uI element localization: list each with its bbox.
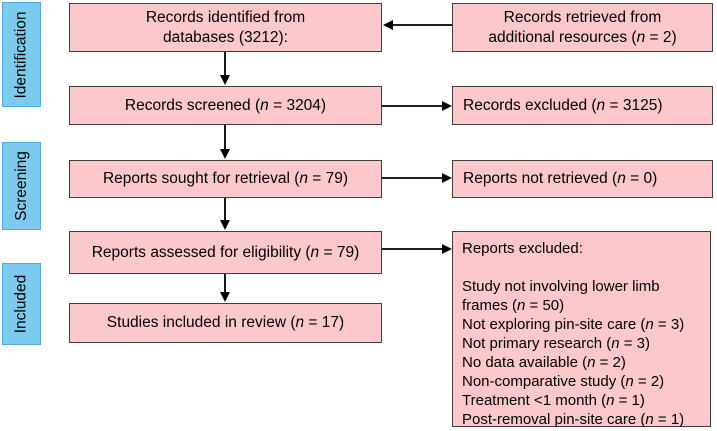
arrow-sought-to-assessed xyxy=(220,198,230,230)
box-records-screened-label: Records screened (n = 3204) xyxy=(124,96,327,114)
box-reports-not-retrieved-label: Reports not retrieved (n = 0) xyxy=(463,170,658,187)
exclusion-reason: Non-comparative study (n = 2) xyxy=(462,373,665,390)
box-records-identified-label: Records identified from databases (3212)… xyxy=(145,8,306,46)
box-records-screened: Records screened (n = 3204) xyxy=(69,86,382,125)
stage-included: Included xyxy=(2,263,41,345)
box-reports-assessed-label: Reports assessed for eligibility (n = 79… xyxy=(91,243,360,261)
stage-screening-label: Screening xyxy=(12,151,30,221)
arrow-sought-to-not-retrieved xyxy=(382,173,452,183)
arrow-additional-to-identified xyxy=(383,20,452,30)
box-reports-sought-label: Reports sought for retrieval (n = 79) xyxy=(102,170,349,187)
stage-identification: Identification xyxy=(2,2,41,107)
box-reports-not-retrieved: Reports not retrieved (n = 0) xyxy=(452,160,713,198)
box-records-retrieved-additional-label: Records retrieved from additional resour… xyxy=(488,8,677,46)
box-reports-assessed: Reports assessed for eligibility (n = 79… xyxy=(69,231,382,274)
arrow-identified-to-screened xyxy=(220,52,230,85)
box-reports-excluded-title: Reports excluded: xyxy=(462,240,583,257)
exclusion-reason: Treatment <1 month (n = 1) xyxy=(462,392,645,409)
box-reports-excluded: Reports excluded: Study not involving lo… xyxy=(452,231,711,429)
box-records-excluded-label: Records excluded (n = 3125) xyxy=(463,96,663,114)
exclusion-reason: No data available (n = 2) xyxy=(462,354,626,371)
stage-screening: Screening xyxy=(2,142,41,230)
arrow-assessed-to-reports-excluded xyxy=(382,244,452,254)
exclusion-reason: Not exploring pin-site care (n = 3) xyxy=(462,316,685,333)
exclusion-reason: Post-removal pin-site care (n = 1) xyxy=(462,411,685,428)
box-reports-sought: Reports sought for retrieval (n = 79) xyxy=(69,160,382,198)
exclusion-reasons-list: Study not involving lower limb frames (n… xyxy=(462,277,701,429)
exclusion-reason: Study not involving lower limb frames (n… xyxy=(462,278,660,314)
box-records-identified: Records identified from databases (3212)… xyxy=(69,3,382,52)
box-records-retrieved-additional: Records retrieved from additional resour… xyxy=(452,3,713,52)
box-records-excluded: Records excluded (n = 3125) xyxy=(452,86,713,125)
arrow-screened-to-sought xyxy=(220,125,230,159)
exclusion-reason: Not primary research (n = 3) xyxy=(462,335,650,352)
arrow-assessed-to-included xyxy=(220,274,230,302)
stage-included-label: Included xyxy=(12,274,30,334)
box-studies-included-label: Studies included in review (n = 17) xyxy=(106,314,345,331)
arrow-screened-to-excluded xyxy=(382,101,452,111)
stage-identification-label: Identification xyxy=(12,10,30,99)
box-studies-included: Studies included in review (n = 17) xyxy=(69,303,382,343)
